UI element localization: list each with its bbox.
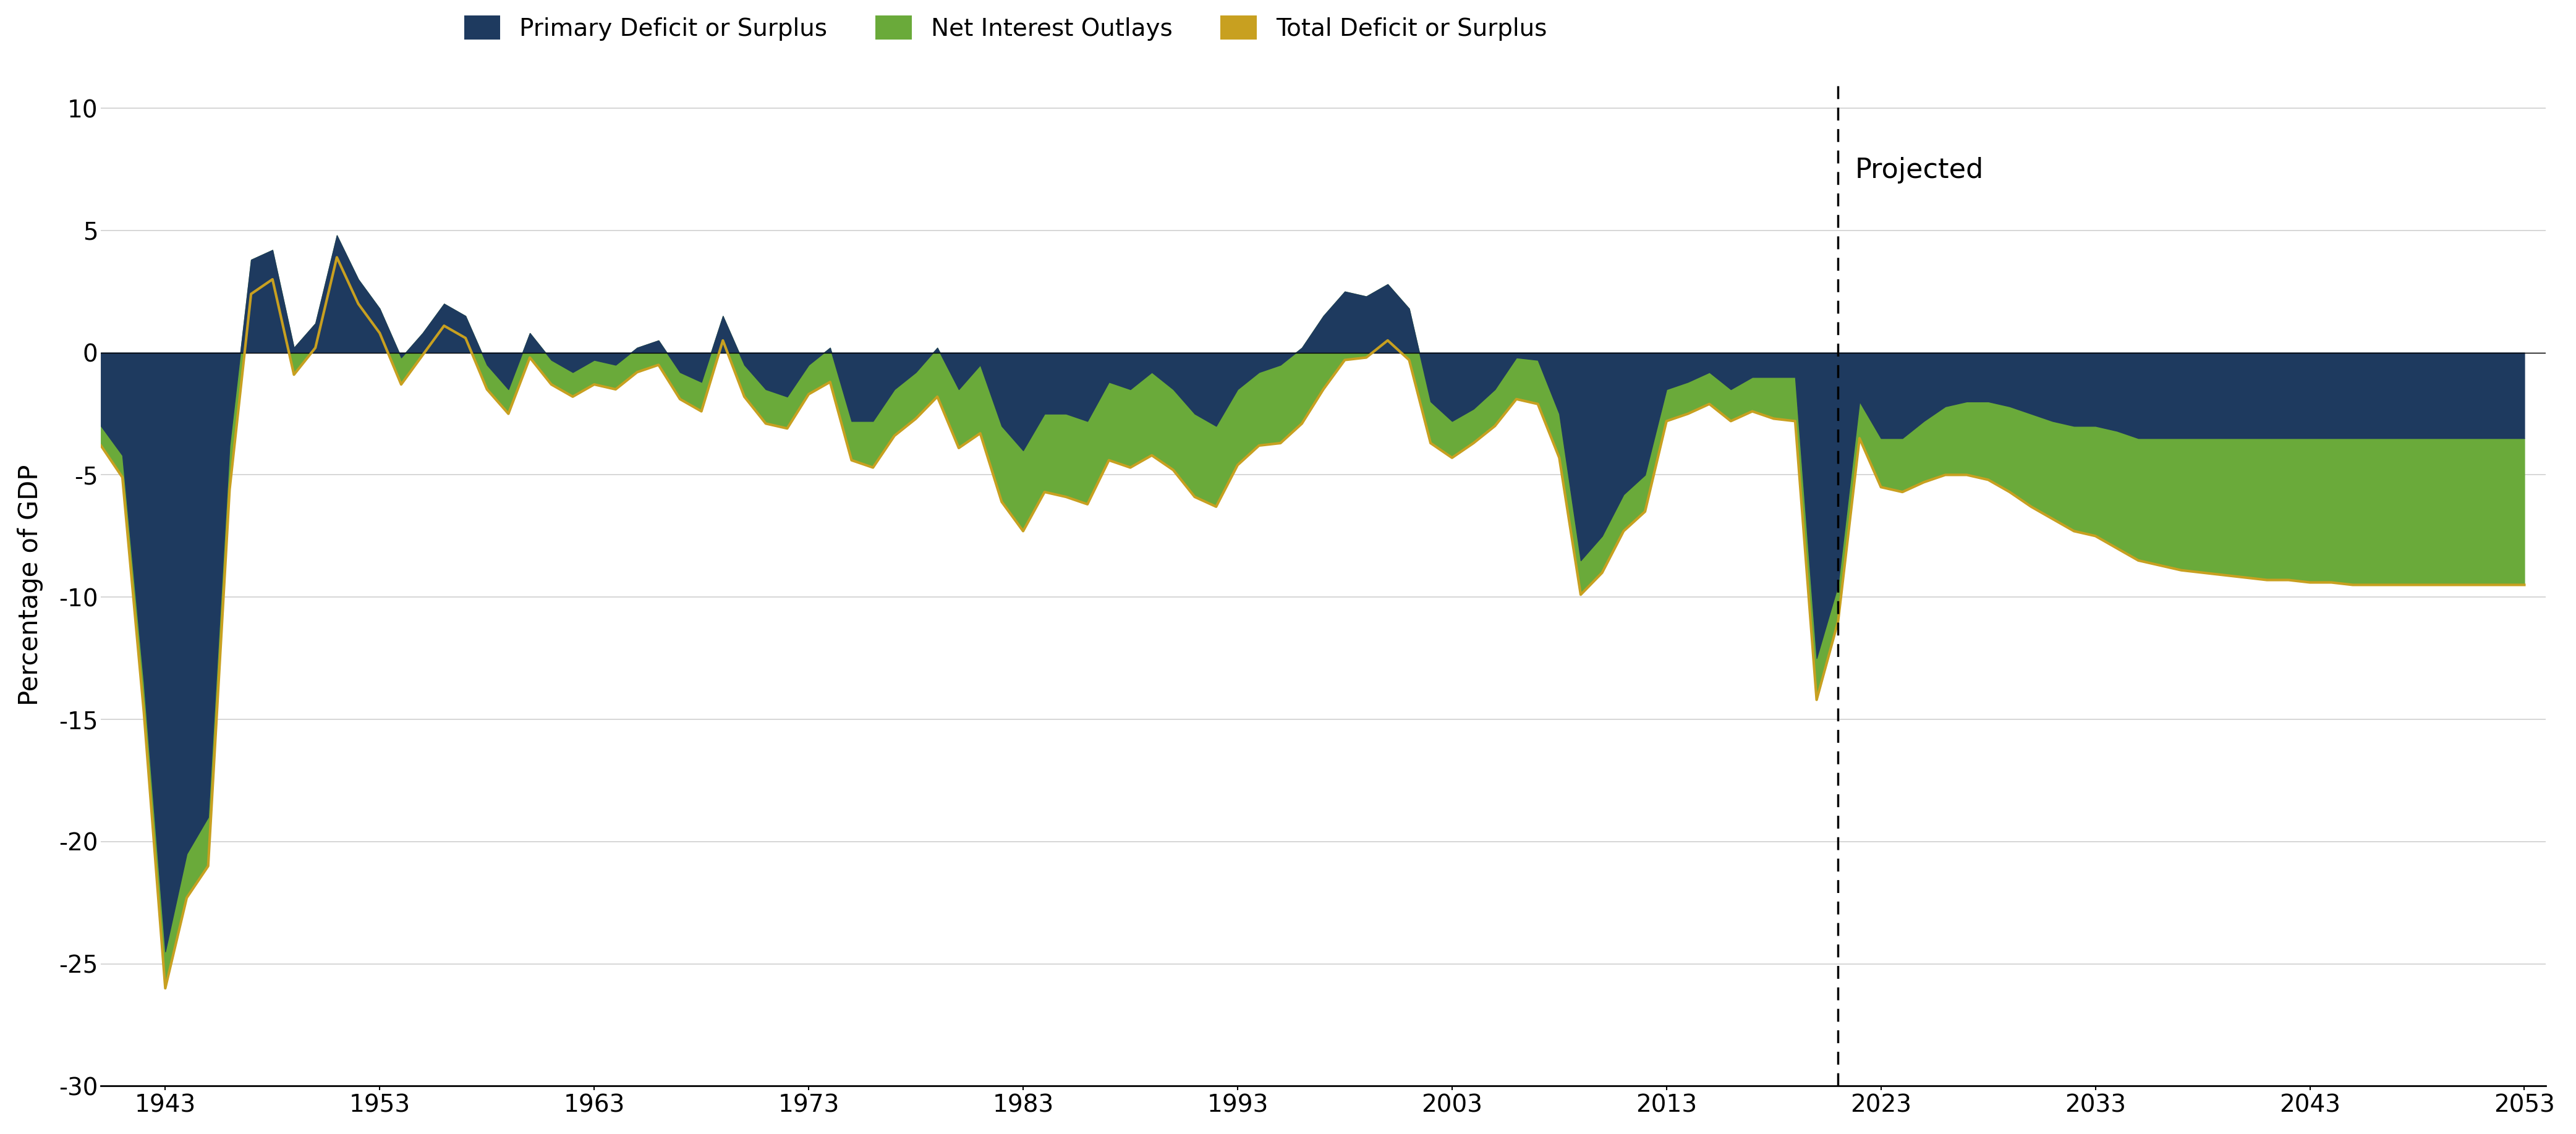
Text: Projected: Projected	[1855, 158, 1984, 184]
Legend: Primary Deficit or Surplus, Net Interest Outlays, Total Deficit or Surplus: Primary Deficit or Surplus, Net Interest…	[456, 6, 1556, 50]
Y-axis label: Percentage of GDP: Percentage of GDP	[18, 464, 44, 705]
